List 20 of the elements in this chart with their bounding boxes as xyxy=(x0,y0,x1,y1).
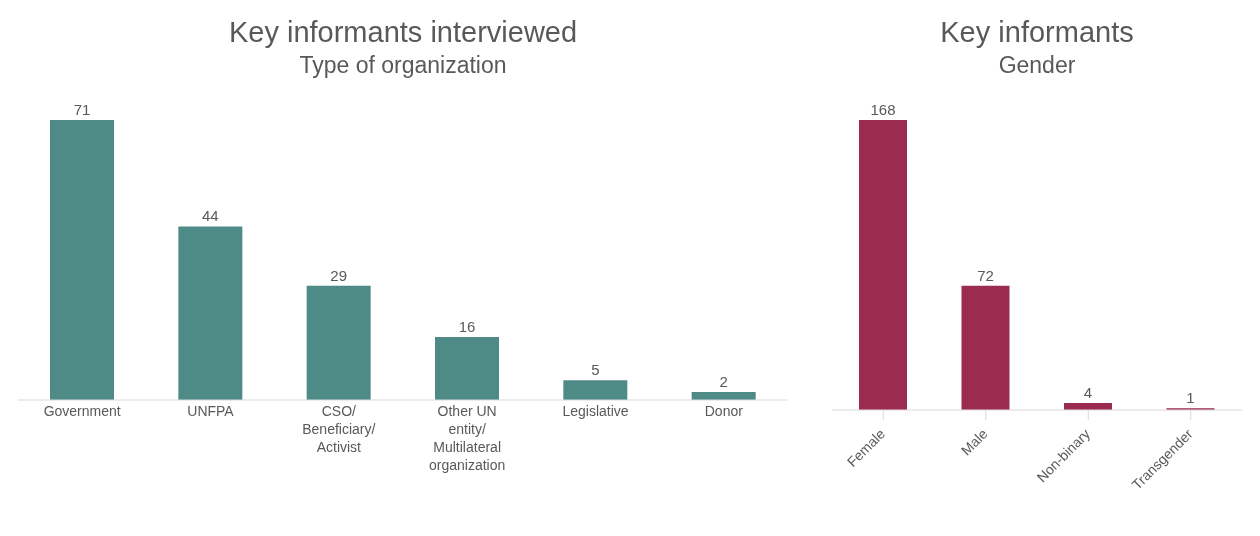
data-label: 1 xyxy=(1186,389,1195,407)
x-tick-label: Donor xyxy=(704,403,744,419)
data-label: 71 xyxy=(73,101,91,118)
chart-subtitle: Type of organization xyxy=(298,51,508,80)
chart-subtitle: Gender xyxy=(997,51,1077,80)
data-label: 5 xyxy=(591,361,600,379)
data-label: 72 xyxy=(977,266,994,284)
data-label: 168 xyxy=(870,101,896,118)
x-tick-label: Other UN entity/ Multilateral organization xyxy=(429,403,506,473)
x-tick-label: UNFPA xyxy=(187,403,235,419)
data-label: 4 xyxy=(1083,384,1093,402)
data-label: 29 xyxy=(330,266,348,284)
data-label: 44 xyxy=(201,207,219,225)
data-label: 16 xyxy=(458,317,476,335)
chart-title: Key informants xyxy=(939,15,1135,50)
chart-title: Key informants interviewed xyxy=(227,15,579,50)
x-tick-label: CSO/ Beneficiary/ Activist xyxy=(302,403,376,455)
x-tick-label: Legislative xyxy=(562,403,629,419)
data-label: 2 xyxy=(719,373,728,391)
x-tick-label: Government xyxy=(43,403,121,419)
